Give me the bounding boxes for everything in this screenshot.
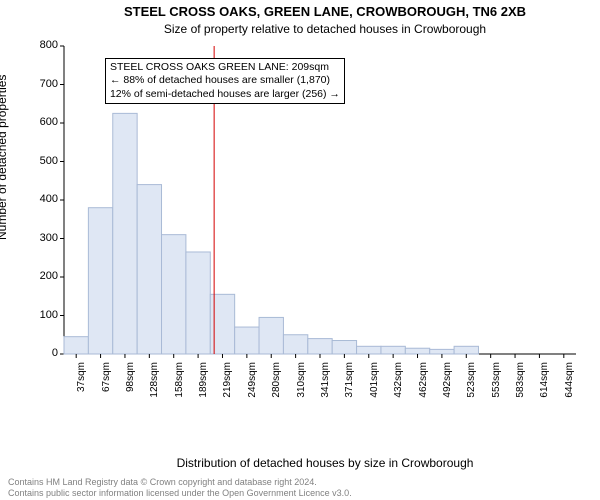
- x-tick-label: 158sqm: [174, 362, 185, 412]
- annotation-box: STEEL CROSS OAKS GREEN LANE: 209sqm← 88%…: [105, 58, 345, 103]
- y-tick-label: 700: [0, 78, 58, 90]
- x-tick-label: 371sqm: [344, 362, 355, 412]
- y-tick-label: 600: [0, 116, 58, 128]
- chart-subtitle: Size of property relative to detached ho…: [60, 22, 590, 36]
- x-axis-label: Distribution of detached houses by size …: [60, 456, 590, 470]
- x-tick-label: 553sqm: [491, 362, 502, 412]
- histogram-bar: [430, 349, 454, 354]
- x-tick-label: 249sqm: [247, 362, 258, 412]
- x-tick-label: 644sqm: [564, 362, 575, 412]
- footer-line-2: Contains public sector information licen…: [8, 488, 352, 498]
- y-tick-label: 500: [0, 155, 58, 167]
- x-tick-label: 67sqm: [101, 362, 112, 412]
- y-tick-label: 400: [0, 193, 58, 205]
- histogram-bar: [405, 348, 429, 354]
- x-tick-label: 189sqm: [198, 362, 209, 412]
- y-tick-label: 0: [0, 347, 58, 359]
- histogram-bar: [332, 341, 356, 354]
- annotation-line: STEEL CROSS OAKS GREEN LANE: 209sqm: [110, 61, 340, 74]
- histogram-bar: [64, 337, 88, 354]
- y-tick-label: 800: [0, 39, 58, 51]
- x-tick-label: 310sqm: [296, 362, 307, 412]
- histogram-bar: [186, 252, 210, 354]
- x-tick-label: 37sqm: [76, 362, 87, 412]
- x-tick-label: 492sqm: [442, 362, 453, 412]
- x-tick-label: 614sqm: [539, 362, 550, 412]
- y-tick-label: 100: [0, 309, 58, 321]
- histogram-bar: [381, 346, 405, 354]
- histogram-bar: [88, 208, 112, 354]
- histogram-bar: [162, 235, 186, 354]
- y-tick-label: 300: [0, 232, 58, 244]
- x-tick-label: 341sqm: [320, 362, 331, 412]
- x-tick-label: 128sqm: [149, 362, 160, 412]
- histogram-bar: [235, 327, 259, 354]
- histogram-bar: [137, 185, 161, 354]
- footer-line-1: Contains HM Land Registry data © Crown c…: [8, 477, 317, 487]
- annotation-line: ← 88% of detached houses are smaller (1,…: [110, 74, 340, 87]
- histogram-bar: [259, 317, 283, 354]
- page: { "title": "STEEL CROSS OAKS, GREEN LANE…: [0, 0, 600, 500]
- histogram-bar: [454, 346, 478, 354]
- y-tick-label: 200: [0, 270, 58, 282]
- x-tick-label: 401sqm: [369, 362, 380, 412]
- histogram-bar: [308, 339, 332, 354]
- x-tick-label: 432sqm: [393, 362, 404, 412]
- histogram-bar: [113, 113, 137, 354]
- histogram-bar: [283, 335, 307, 354]
- x-tick-label: 583sqm: [515, 362, 526, 412]
- histogram-chart: STEEL CROSS OAKS GREEN LANE: 209sqm← 88%…: [60, 42, 580, 412]
- x-tick-label: 523sqm: [466, 362, 477, 412]
- annotation-line: 12% of semi-detached houses are larger (…: [110, 88, 340, 101]
- footer-attribution: Contains HM Land Registry data © Crown c…: [8, 477, 592, 498]
- x-tick-label: 462sqm: [418, 362, 429, 412]
- chart-title: STEEL CROSS OAKS, GREEN LANE, CROWBOROUG…: [60, 4, 590, 19]
- x-tick-label: 219sqm: [222, 362, 233, 412]
- histogram-bar: [357, 346, 381, 354]
- x-tick-label: 280sqm: [271, 362, 282, 412]
- x-tick-label: 98sqm: [125, 362, 136, 412]
